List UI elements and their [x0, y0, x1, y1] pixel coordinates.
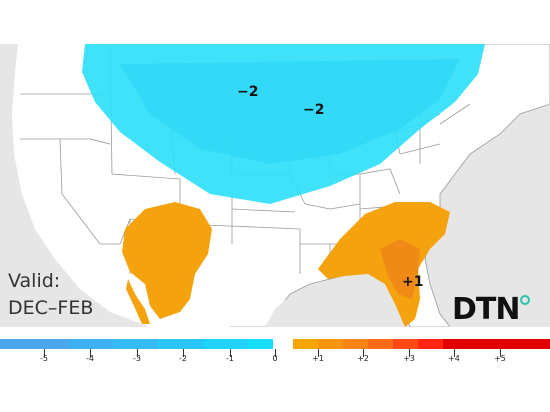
- legend-color-bar: [0, 339, 550, 349]
- cold-anomaly-inner: [120, 59, 460, 164]
- legend-label: +3: [403, 354, 415, 363]
- legend-swatch: [293, 339, 318, 349]
- gulf-of-mexico: [265, 272, 405, 327]
- map-panel: [0, 44, 550, 327]
- legend-tick: [230, 349, 231, 357]
- dtn-logo: DTN: [452, 291, 531, 327]
- legend-tick: [318, 349, 319, 357]
- legend-tick: [409, 349, 410, 357]
- baja-warm: [126, 279, 150, 324]
- legend-tick: [137, 349, 138, 357]
- legend-tick: [183, 349, 184, 357]
- legend-swatch: [70, 339, 113, 349]
- legend-label: -4: [86, 354, 94, 363]
- valid-period-block: Valid: DEC–FEB: [8, 268, 93, 322]
- us-map: [0, 44, 550, 327]
- legend-tick: [454, 349, 455, 357]
- legend-label: +2: [357, 354, 369, 363]
- legend-swatch: [318, 339, 343, 349]
- anomaly-label: −2: [303, 102, 325, 118]
- legend-swatch: [443, 339, 550, 349]
- atlantic-ocean: [428, 104, 550, 327]
- legend-tick: [363, 349, 364, 357]
- warm-core-southeast: [380, 239, 420, 299]
- anomaly-label: −2: [237, 84, 259, 100]
- legend-label: +4: [448, 354, 460, 363]
- pacific-ocean: [0, 44, 150, 327]
- legend-tick: [90, 349, 91, 357]
- legend-swatch: [343, 339, 368, 349]
- legend-swatch: [0, 339, 70, 349]
- legend-label: +5: [494, 354, 506, 363]
- legend-label: -2: [179, 354, 187, 363]
- legend-swatch: [113, 339, 158, 349]
- logo-dot-icon: [520, 295, 531, 305]
- land-area-west: [12, 44, 230, 327]
- warm-anomaly-southwest: [122, 202, 212, 319]
- legend-swatch: [273, 339, 293, 349]
- legend-swatch: [249, 339, 273, 349]
- warm-anomaly-southeast: [318, 202, 450, 327]
- anomaly-label: +1: [402, 274, 424, 290]
- legend-tick: [44, 349, 45, 357]
- legend-label: -3: [133, 354, 141, 363]
- brand-name: DTN: [452, 291, 520, 327]
- legend-label: -5: [40, 354, 48, 363]
- valid-label: Valid:: [8, 270, 61, 292]
- legend-tick: [500, 349, 501, 357]
- legend-swatch: [418, 339, 443, 349]
- legend-swatch: [203, 339, 249, 349]
- legend-tick: [275, 349, 276, 357]
- legend-label: 0: [272, 354, 278, 363]
- legend-swatch: [158, 339, 203, 349]
- legend-label: -1: [226, 354, 234, 363]
- legend-swatch: [368, 339, 393, 349]
- valid-period: DEC–FEB: [8, 297, 94, 319]
- legend-swatch: [393, 339, 418, 349]
- legend-label: +1: [312, 354, 324, 363]
- color-legend: -5 -4 -3 -2 -1 0 +1 +2 +3 +4 +5: [0, 339, 550, 379]
